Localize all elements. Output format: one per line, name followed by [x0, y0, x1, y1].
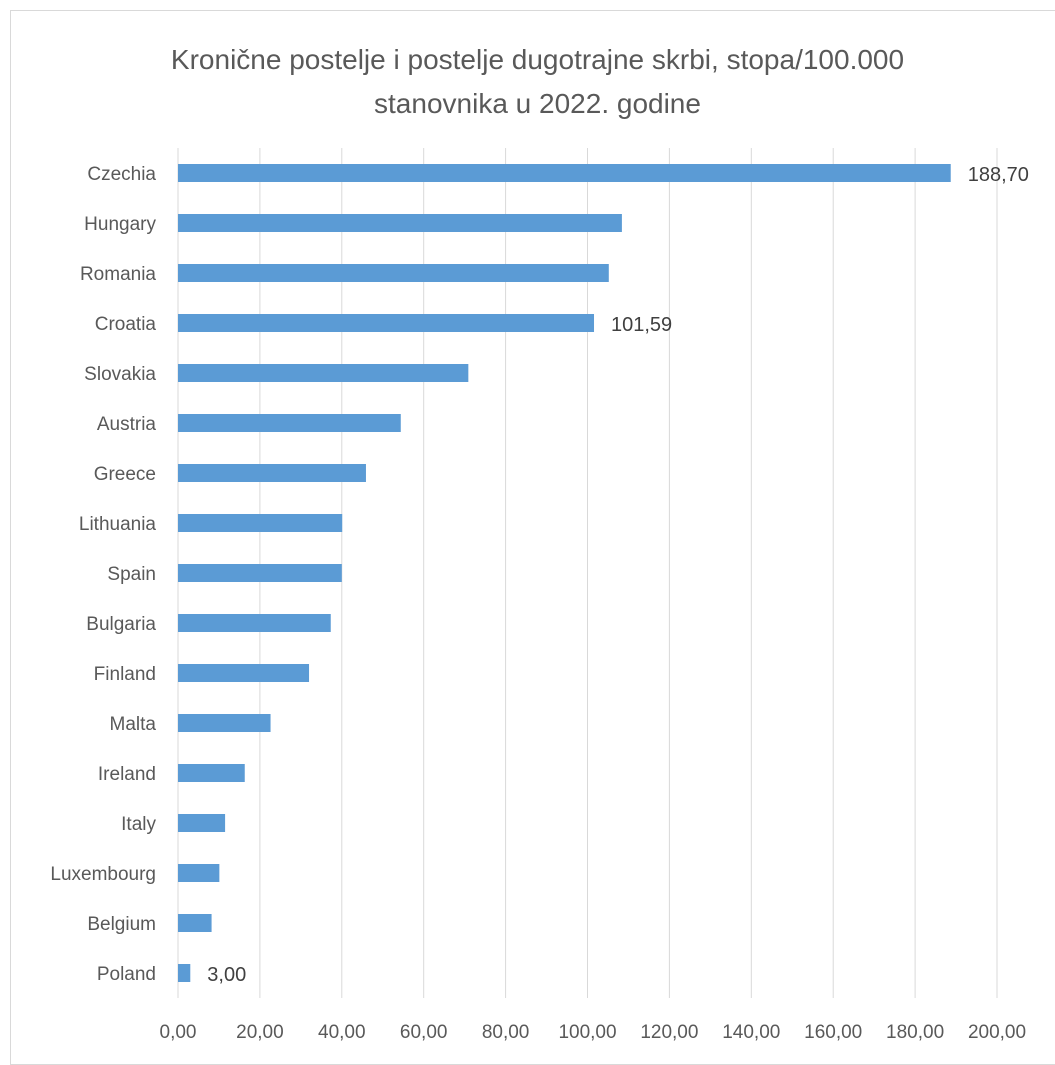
- category-label: Hungary: [84, 214, 156, 235]
- category-label: Slovakia: [84, 364, 156, 385]
- bar-hungary: [178, 214, 622, 232]
- bar-romania: [178, 264, 609, 282]
- x-tick-label: 40,00: [318, 1022, 366, 1043]
- category-label: Romania: [80, 264, 156, 285]
- bar-greece: [178, 464, 366, 482]
- category-label: Bulgaria: [86, 614, 156, 635]
- bar-poland: [178, 964, 191, 982]
- x-tick-label: 140,00: [722, 1022, 780, 1043]
- bar-luxembourg: [178, 864, 220, 882]
- category-label: Poland: [97, 964, 156, 985]
- chart-title-line-1: Kronične postelje i postelje dugotrajne …: [170, 44, 905, 75]
- x-tick-labels: 0,00 20,00 40,00 60,00 80,00 100,00 120,00 140,…: [160, 1022, 1027, 1043]
- bar-finland: [178, 664, 310, 682]
- category-label: Finland: [94, 664, 156, 685]
- bar-spain: [178, 564, 342, 582]
- category-label: Czechia: [87, 164, 156, 185]
- category-label: Croatia: [95, 314, 157, 335]
- x-tick-label: 200,00: [968, 1022, 1026, 1043]
- category-labels: Czechia Hungary Romania Croatia Slovakia Aust…: [50, 164, 156, 985]
- category-label: Austria: [97, 414, 157, 435]
- x-tick-label: 180,00: [886, 1022, 944, 1043]
- data-label: 101,59: [611, 314, 672, 336]
- bar-ireland: [178, 764, 245, 782]
- bar-lithuania: [178, 514, 343, 532]
- bar-austria: [178, 414, 401, 432]
- x-tick-label: 0,00: [160, 1022, 197, 1043]
- chart-title: Kronične postelje i postelje dugotrajne …: [0, 38, 1055, 126]
- x-tick-label: 100,00: [558, 1022, 616, 1043]
- chart-frame: [10, 10, 1055, 1065]
- bar-italy: [178, 814, 226, 832]
- bar-malta: [178, 714, 271, 732]
- category-label: Ireland: [98, 764, 156, 785]
- x-tick-label: 80,00: [482, 1022, 530, 1043]
- bar-bulgaria: [178, 614, 331, 632]
- category-label: Greece: [94, 464, 156, 485]
- bars: [178, 164, 951, 982]
- bar-belgium: [178, 914, 212, 932]
- category-label: Belgium: [87, 914, 156, 935]
- bar-slovakia: [178, 364, 469, 382]
- x-tick-label: 20,00: [236, 1022, 284, 1043]
- data-label: 3,00: [207, 964, 246, 986]
- chart-title-line-2: stanovnika u 2022. godine: [374, 88, 701, 119]
- category-label: Malta: [110, 714, 157, 735]
- bar-croatia: [178, 314, 595, 332]
- bar-czechia: [178, 164, 951, 182]
- x-tick-label: 120,00: [640, 1022, 698, 1043]
- category-label: Italy: [121, 814, 156, 835]
- x-tick-label: 160,00: [804, 1022, 862, 1043]
- category-label: Lithuania: [79, 514, 157, 535]
- data-labels: 188,70 101,59 3,00: [207, 164, 1029, 986]
- data-label: 188,70: [968, 164, 1029, 186]
- x-tick-label: 60,00: [400, 1022, 448, 1043]
- category-label: Luxembourg: [50, 864, 156, 885]
- category-label: Spain: [107, 564, 156, 585]
